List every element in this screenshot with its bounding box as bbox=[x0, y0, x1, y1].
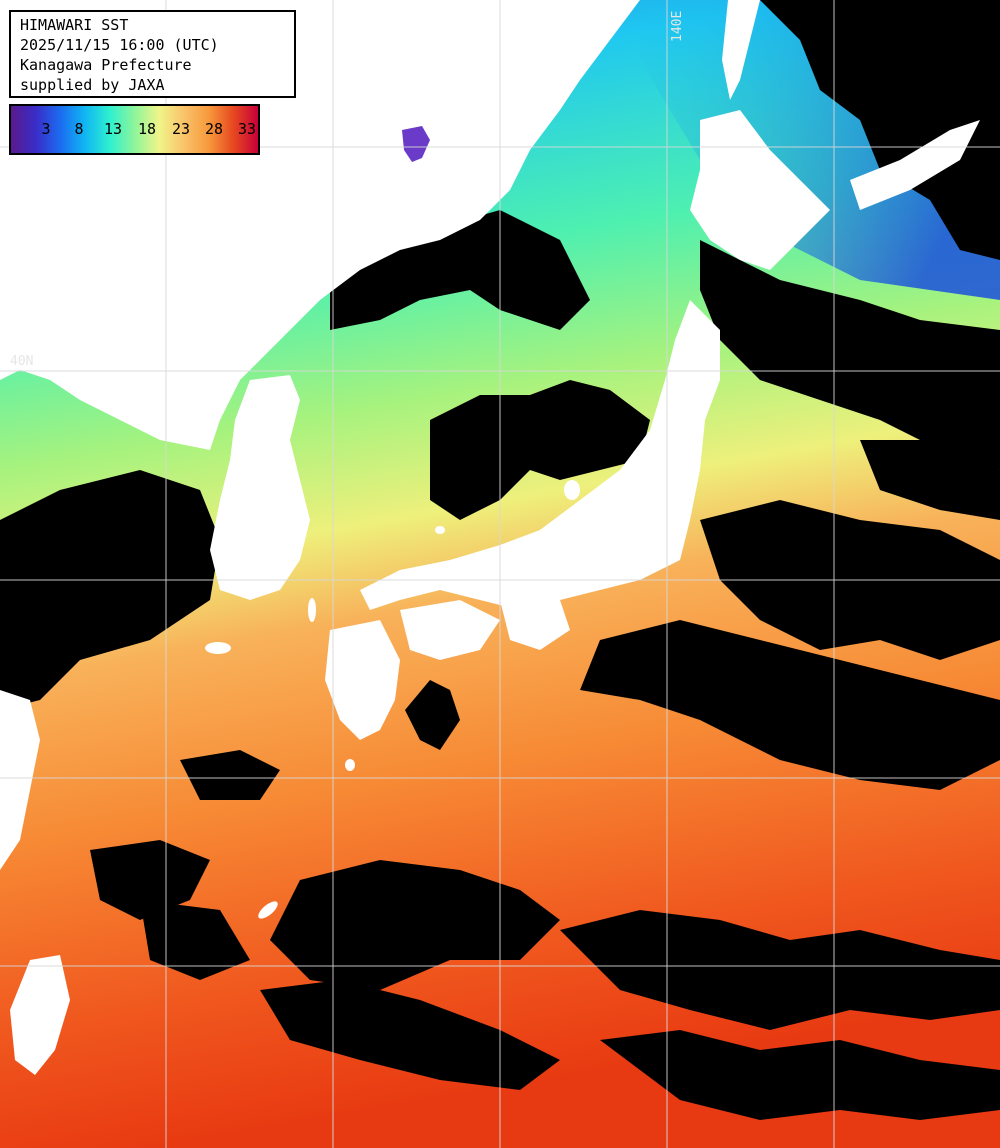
land-hokkaido bbox=[690, 110, 830, 270]
land-honshu bbox=[360, 300, 720, 610]
land-kii bbox=[500, 600, 570, 650]
land-island-sado bbox=[564, 480, 580, 500]
legend-label-3: 3 bbox=[41, 120, 51, 138]
region-label: Kanagawa Prefecture bbox=[20, 56, 192, 74]
legend-label-18: 18 bbox=[137, 120, 157, 138]
title: HIMAWARI SST bbox=[20, 16, 129, 34]
land-island-oki bbox=[435, 526, 445, 534]
latitude-label: 40N bbox=[10, 354, 34, 369]
land-island-tsushima bbox=[308, 598, 316, 622]
land-kyushu bbox=[325, 620, 400, 740]
land-kamchatka-kuril bbox=[850, 120, 980, 210]
legend-label-33: 33 bbox=[237, 120, 257, 138]
legend-label-28: 28 bbox=[204, 120, 224, 138]
info-box: HIMAWARI SST 2025/11/15 16:00 (UTC) Kana… bbox=[9, 10, 296, 98]
land-korea bbox=[210, 375, 310, 600]
legend-label-8: 8 bbox=[74, 120, 84, 138]
legend-label-13: 13 bbox=[103, 120, 123, 138]
land-taiwan bbox=[10, 955, 70, 1075]
land-china-southeast bbox=[0, 690, 40, 870]
credit-label: supplied by JAXA bbox=[20, 76, 165, 94]
land-sakhalin bbox=[722, 0, 760, 100]
land-island-okinawa bbox=[258, 901, 278, 919]
longitude-label: 140E bbox=[670, 10, 685, 42]
temperature-legend: 3 8 13 18 23 28 33 bbox=[9, 104, 260, 155]
timestamp: 2025/11/15 16:00 (UTC) bbox=[20, 36, 219, 54]
legend-label-23: 23 bbox=[171, 120, 191, 138]
lake-khanka bbox=[402, 126, 430, 162]
land-shikoku bbox=[400, 600, 500, 660]
land-island-jeju bbox=[205, 642, 231, 654]
land-island-tanegashima bbox=[345, 759, 355, 771]
